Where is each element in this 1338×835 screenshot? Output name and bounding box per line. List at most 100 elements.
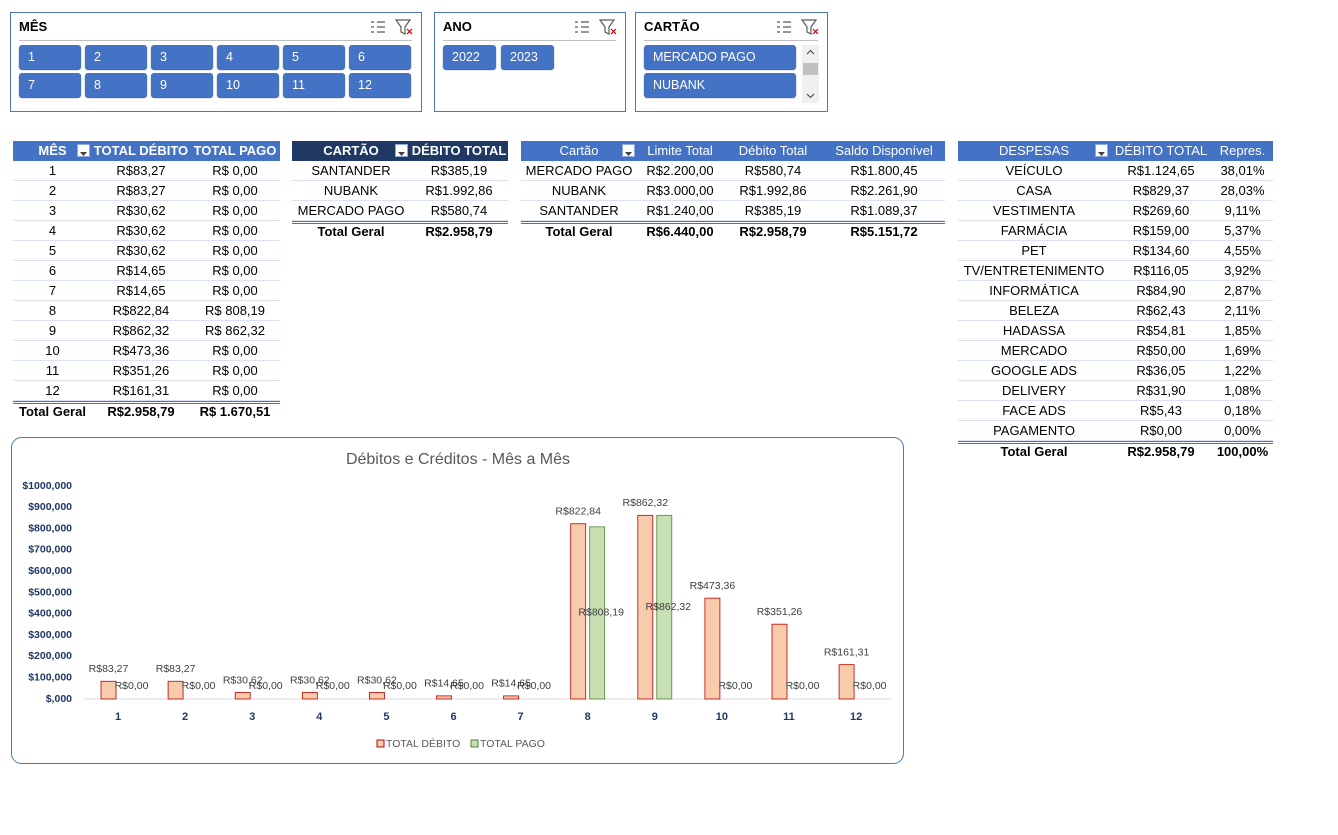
x-tick-label: 8	[585, 711, 591, 723]
table-cell: PAGAMENTO	[958, 421, 1110, 441]
slicer-button[interactable]: 2	[85, 45, 147, 69]
data-label: R$83,27	[89, 663, 129, 675]
filter-button[interactable]	[77, 144, 90, 157]
data-label: R$808,19	[578, 607, 624, 619]
table-cell: R$1.240,00	[637, 201, 723, 221]
scrollbar[interactable]	[802, 45, 819, 103]
slicer-button[interactable]: 12	[349, 73, 411, 97]
table-cell: R$473,36	[92, 341, 190, 361]
slicer-button[interactable]: 8	[85, 73, 147, 97]
slicer-icons[interactable]	[369, 18, 413, 36]
slicer-button[interactable]: NUBANK	[644, 73, 796, 97]
slicer-button[interactable]: 7	[19, 73, 81, 97]
data-label: R$0,00	[115, 680, 149, 692]
table-cell: 5	[13, 241, 92, 261]
table-cell: 4,55%	[1212, 241, 1273, 261]
table-cell: R$829,37	[1110, 181, 1212, 201]
x-tick-label: 7	[518, 711, 524, 723]
slicer-title: MÊS	[19, 19, 48, 34]
slicer-button[interactable]: 3	[151, 45, 213, 69]
y-tick-label: $1000,000	[22, 480, 72, 492]
slicer-button[interactable]: 11	[283, 73, 345, 97]
table-cell: R$50,00	[1110, 341, 1212, 361]
slicer-button[interactable]: 2022	[443, 45, 496, 69]
data-label: R$862,32	[623, 497, 669, 509]
table-cell: R$269,60	[1110, 201, 1212, 221]
slicer-title: ANO	[443, 19, 472, 34]
slicer-button[interactable]: 1	[19, 45, 81, 69]
table-total: 100,00%	[1212, 441, 1273, 461]
table-cell: R$159,00	[1110, 221, 1212, 241]
data-label: R$0,00	[450, 680, 484, 692]
table-cell: R$ 0,00	[190, 221, 280, 241]
pivot-table: DESPESAS DÉBITO TOTAL Repres. VEÍCULO R$1.12…	[958, 141, 1273, 461]
y-tick-label: $200,000	[28, 650, 72, 662]
legend-label: TOTAL PAGO	[480, 738, 545, 750]
table-cell: 0,00%	[1212, 421, 1273, 441]
data-label: R$83,27	[156, 663, 196, 675]
table-cell: SANTANDER	[521, 201, 637, 221]
data-label: R$0,00	[249, 680, 283, 692]
table-total: Total Geral	[13, 401, 92, 421]
slicer-title: CARTÃO	[644, 19, 700, 34]
table-cell: R$0,00	[1110, 421, 1212, 441]
table-cell: R$83,27	[92, 161, 190, 181]
table-cell: R$ 0,00	[190, 381, 280, 401]
data-label: R$0,00	[853, 680, 887, 692]
table-total: Total Geral	[958, 441, 1110, 461]
table-cell: HADASSA	[958, 321, 1110, 341]
table-cell: R$ 0,00	[190, 201, 280, 221]
table-cell: R$116,05	[1110, 261, 1212, 281]
chart-frame	[11, 437, 904, 764]
slicer-button[interactable]: 10	[217, 73, 279, 97]
data-label: R$822,84	[555, 506, 601, 518]
table-cell: 1	[13, 161, 92, 181]
table-cell: R$ 0,00	[190, 181, 280, 201]
slicer-button[interactable]: 5	[283, 45, 345, 69]
slicer-button[interactable]: 2023	[501, 45, 554, 69]
table-cell: VESTIMENTA	[958, 201, 1110, 221]
filter-button[interactable]	[622, 144, 635, 157]
table-cell: R$134,60	[1110, 241, 1212, 261]
slicer-button[interactable]: 9	[151, 73, 213, 97]
table-header: Saldo Disponível	[823, 141, 945, 161]
y-tick-label: $,000	[46, 693, 72, 705]
table-cell: 2	[13, 181, 92, 201]
filter-button[interactable]	[1095, 144, 1108, 157]
y-tick-label: $300,000	[28, 629, 72, 641]
y-tick-label: $500,000	[28, 586, 72, 598]
legend-swatch	[376, 739, 385, 748]
table-cell: 10	[13, 341, 92, 361]
table-cell: 1,85%	[1212, 321, 1273, 341]
bar	[234, 692, 251, 700]
table-cell: R$ 808,19	[190, 301, 280, 321]
x-tick-label: 5	[383, 711, 389, 723]
data-label: R$161,31	[824, 646, 870, 658]
table-cell: VEÍCULO	[958, 161, 1110, 181]
slicer-toolbar	[573, 18, 617, 39]
table-cell: 9	[13, 321, 92, 341]
x-tick-label: 9	[652, 711, 658, 723]
table-cell: R$14,65	[92, 261, 190, 281]
pivot-table: Cartão Limite Total Débito Total Saldo Disp…	[521, 141, 945, 241]
table-header: CARTÃO	[292, 141, 410, 161]
bar	[838, 664, 855, 700]
table-cell: R$5,43	[1110, 401, 1212, 421]
slicer-button[interactable]: 4	[217, 45, 279, 69]
filter-button[interactable]	[395, 144, 408, 157]
table-cell: 38,01%	[1212, 161, 1273, 181]
legend-label: TOTAL DÉBITO	[386, 737, 460, 750]
slicer-icons[interactable]	[775, 18, 819, 36]
table-cell: R$822,84	[92, 301, 190, 321]
bar	[301, 692, 318, 700]
bar	[436, 695, 452, 700]
slicer-icons[interactable]	[573, 18, 617, 36]
data-label: R$0,00	[786, 680, 820, 692]
x-tick-label: 1	[115, 711, 121, 723]
slicer-button[interactable]: 6	[349, 45, 411, 69]
table-cell: R$1.992,86	[410, 181, 508, 201]
slicer-button[interactable]: MERCADO PAGO	[644, 45, 796, 69]
table-cell: R$31,90	[1110, 381, 1212, 401]
table-cell: 11	[13, 361, 92, 381]
pivot-table: MÊS TOTAL DÉBITO TOTAL PAGO 1 R$83,27 R$ 0,00…	[13, 141, 280, 421]
